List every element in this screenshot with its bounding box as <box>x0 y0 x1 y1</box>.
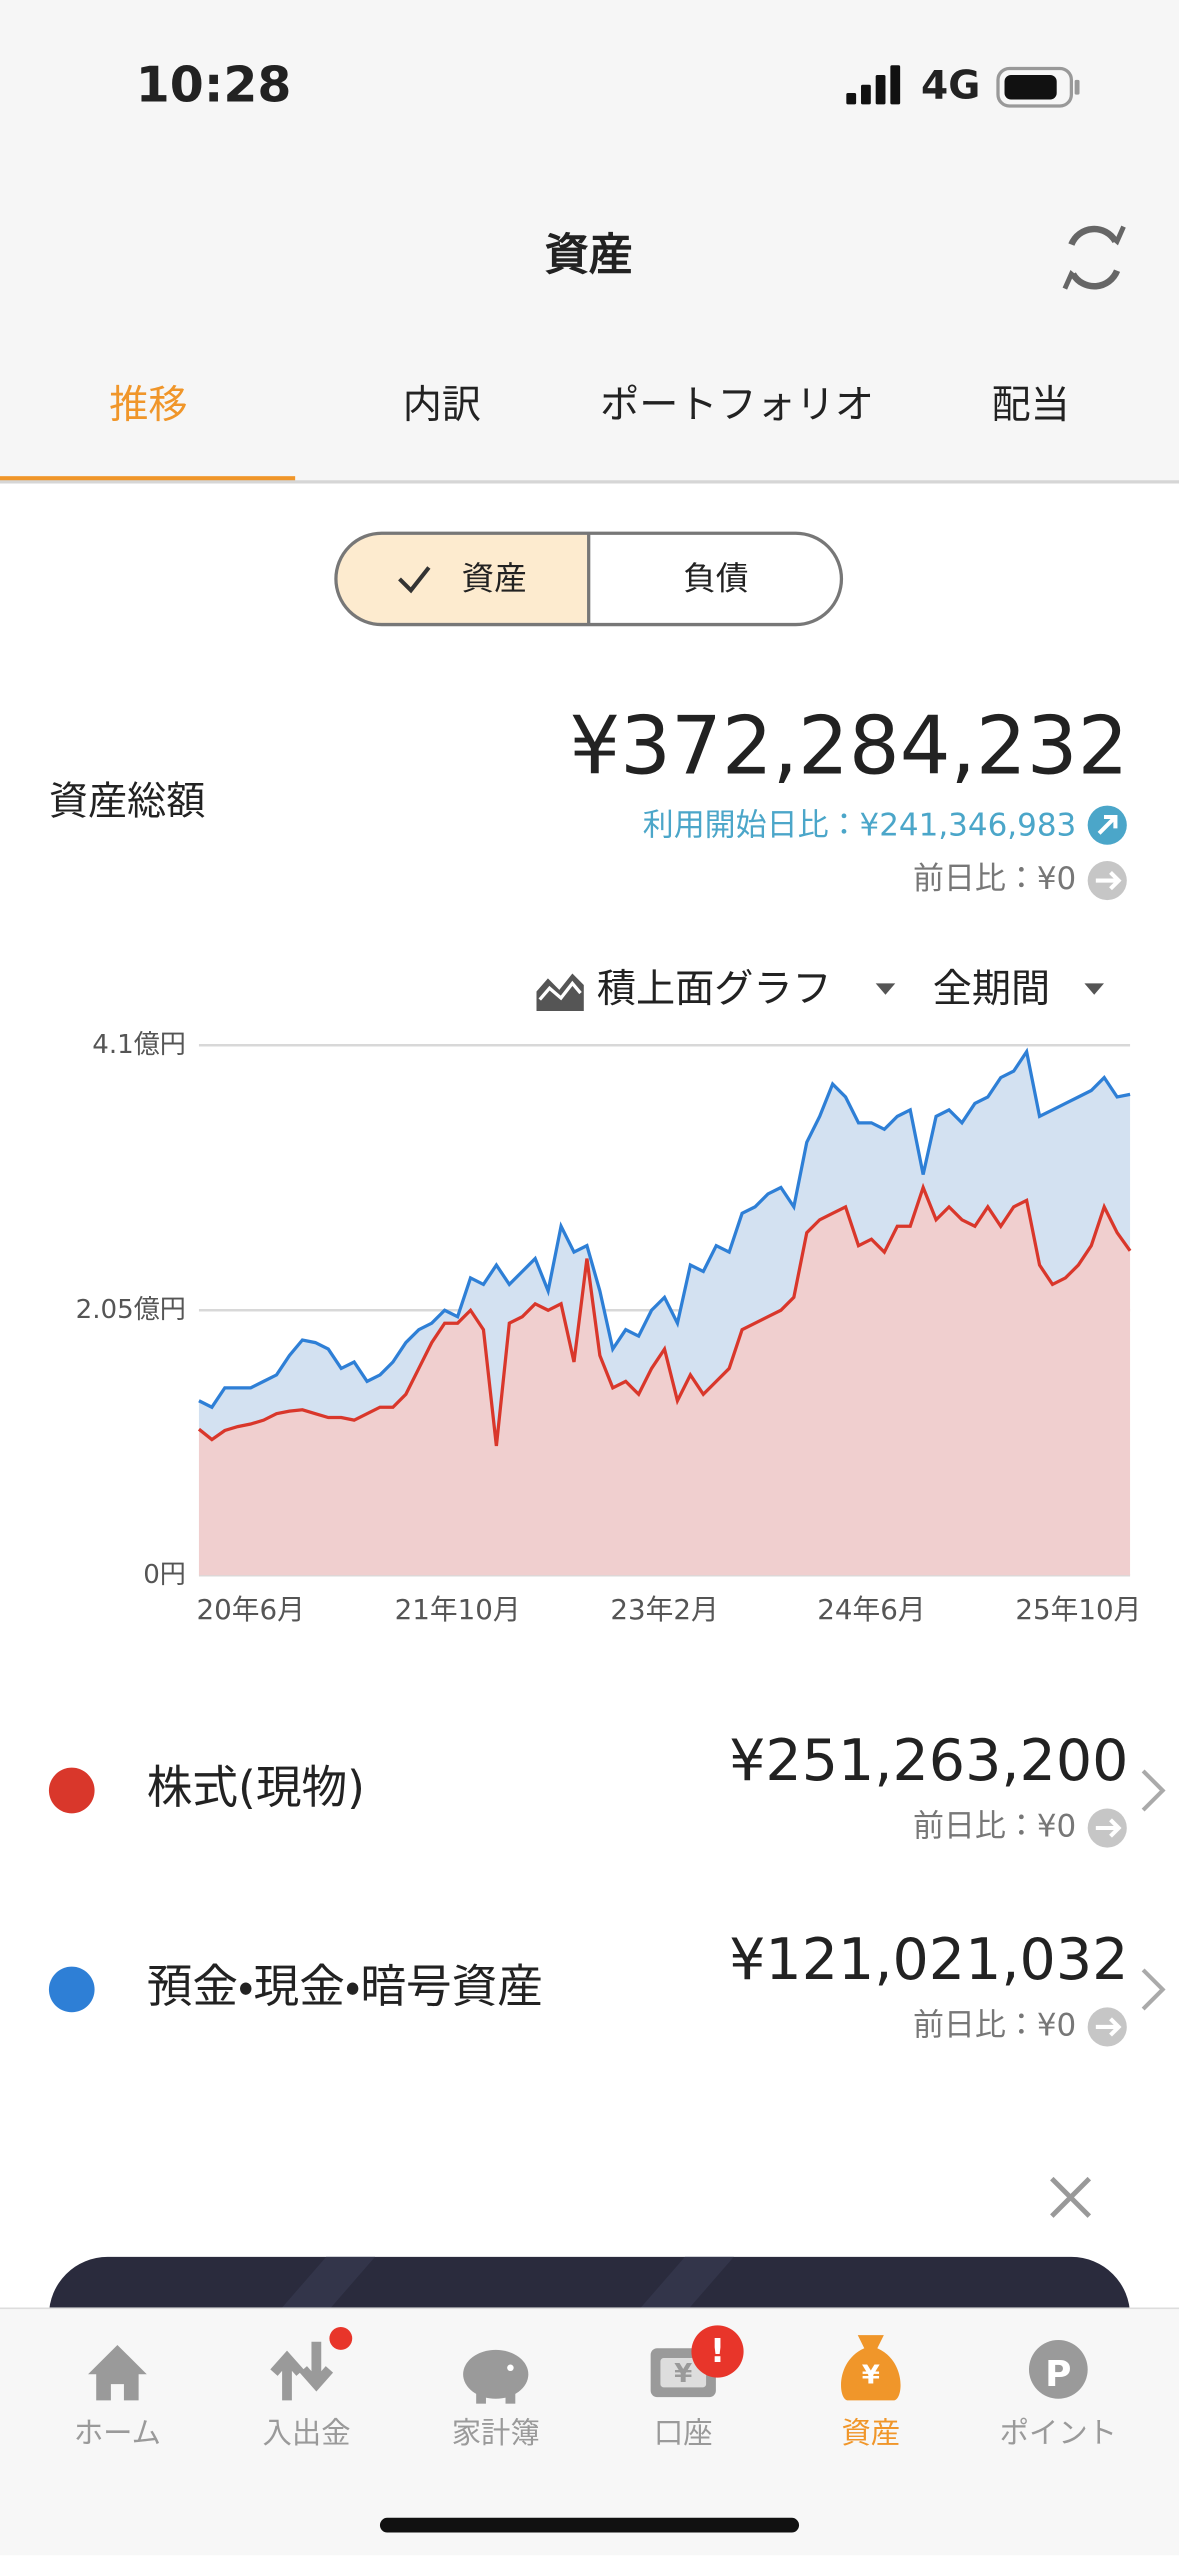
day-change: 前日比：¥0 <box>913 861 1076 897</box>
y-tick-label: 0円 <box>143 1560 186 1590</box>
nav-label: 口座 <box>654 2416 713 2450</box>
period-select[interactable]: 全期間 <box>933 967 1050 1012</box>
toggle-option[interactable]: 負債 <box>683 560 748 598</box>
chevron[interactable] <box>1141 1769 1166 1812</box>
tab[interactable]: 配当 <box>991 383 1069 428</box>
nav-item[interactable]: ¥ 口座! <box>650 2325 744 2450</box>
tab[interactable]: ポートフォリオ <box>600 383 874 428</box>
nav-icon <box>270 2341 334 2401</box>
nav-icon-shape <box>660 2357 707 2388</box>
nav-icon <box>463 2349 529 2404</box>
legend-dot <box>48 1966 95 2013</box>
network-label: 4G <box>921 64 980 109</box>
x-tick-label: 21年10月 <box>395 1593 521 1626</box>
holding-name[interactable]: 株式(現物) <box>147 1761 365 1814</box>
dropdown-arrow <box>1084 983 1104 995</box>
top-background <box>0 0 1179 483</box>
since-start-icon <box>1087 805 1127 845</box>
x-tick-label: 25年10月 <box>1015 1593 1141 1626</box>
nav-badge-text: ! <box>710 2332 725 2370</box>
holding-name[interactable]: 預金・現金・暗号資産 <box>147 1960 543 2013</box>
nav-icon-text: P <box>1045 2354 1071 2395</box>
nav-dot <box>329 2327 353 2350</box>
chart-type-icon <box>536 973 584 1012</box>
holding-amount: ¥121,021,032 <box>729 1927 1128 1993</box>
tab[interactable]: 内訳 <box>403 383 481 428</box>
nav-label: ホーム <box>74 2416 161 2450</box>
day-change-arrow <box>1095 2017 1122 2037</box>
nav-icon-shape <box>1028 2340 1088 2399</box>
nav-icon-shape <box>505 2390 516 2404</box>
close-button[interactable] <box>1050 2176 1092 2218</box>
nav-label: 家計簿 <box>452 2416 540 2450</box>
area-fill <box>198 1051 1131 1446</box>
day-change-arrow <box>1095 1818 1122 1838</box>
legend-dot <box>48 1767 95 1814</box>
area-fill <box>198 1187 1131 1576</box>
chevron[interactable] <box>1141 1968 1166 2011</box>
nav-icon <box>841 2335 901 2401</box>
status-time: 10:28 <box>136 57 292 114</box>
header-title: 資産 <box>545 230 633 281</box>
chart: 0円 2.05億円 4.1億円 20年6月 21年10月 23年2月 24年6月 25年10月 <box>76 1030 1142 1626</box>
holding-amount: ¥251,263,200 <box>729 1728 1128 1794</box>
nav-icon-shape <box>841 2335 901 2401</box>
nav-icon-shape <box>88 2344 147 2401</box>
nav-icon-text: ¥ <box>862 2360 880 2390</box>
x-tick-label: 20年6月 <box>196 1593 304 1626</box>
toggle-option[interactable]: 資産 <box>461 560 526 598</box>
nav-item[interactable]: ¥ 資産 <box>841 2335 901 2450</box>
day-change-icon <box>1087 861 1127 901</box>
refresh-button[interactable] <box>1062 225 1126 290</box>
area-line <box>198 1047 1131 1410</box>
dropdown-arrow <box>875 983 896 995</box>
check-icon <box>398 566 431 594</box>
chart-type-select[interactable]: 積上面グラフ <box>597 967 832 1012</box>
battery-icon <box>996 66 1080 108</box>
holding-day-change: 前日比：¥0 <box>913 2007 1076 2043</box>
nav-icon <box>88 2344 147 2401</box>
nav-badge <box>691 2325 744 2378</box>
nav-item[interactable]: P ポイント <box>1000 2340 1117 2450</box>
nav-item[interactable]: ホーム <box>74 2344 161 2450</box>
y-tick-label: 4.1億円 <box>92 1030 186 1060</box>
nav-label: ポイント <box>1000 2416 1117 2450</box>
y-tick-label: 2.05億円 <box>76 1295 186 1325</box>
summary-total: ¥372,284,232 <box>569 700 1128 793</box>
tab[interactable]: 推移 <box>109 383 187 428</box>
signal-icon <box>846 65 901 105</box>
nav-item[interactable]: 入出金 <box>263 2341 351 2450</box>
nav-item[interactable]: 家計簿 <box>452 2349 540 2450</box>
toggle-selected-bg <box>335 533 589 625</box>
nav-icon-shape <box>476 2390 486 2404</box>
x-tick-label: 23年2月 <box>610 1593 718 1626</box>
holding-day-change: 前日比：¥0 <box>913 1809 1076 1845</box>
nav-icon-shape <box>270 2341 334 2401</box>
tab-bar: 推移 内訳 ポートフォリオ 配当 <box>0 383 1070 482</box>
nav-label: 資産 <box>841 2416 900 2450</box>
nav-icon-shape <box>463 2349 529 2399</box>
segmented-toggle <box>334 531 844 627</box>
bottom-nav-bg <box>0 2307 1179 2556</box>
nav-icon-text: ¥ <box>674 2359 692 2389</box>
home-indicator <box>379 2517 800 2533</box>
summary-label: 資産総額 <box>49 779 206 824</box>
nav-icon-shape <box>507 2364 514 2372</box>
nav-icon <box>1028 2340 1088 2399</box>
bottom-nav: ホーム 入出金 家計簿 ¥ 口座! ¥ 資産 P ポイント <box>74 2325 1117 2450</box>
since-start: 利用開始日比：¥241,346,983 <box>643 807 1077 843</box>
nav-label: 入出金 <box>263 2416 351 2450</box>
x-tick-label: 24年6月 <box>817 1593 925 1626</box>
tab-indicator <box>0 476 296 482</box>
area-line <box>197 1182 1132 1447</box>
holdings-list: 株式(現物) ¥251,263,200 前日比：¥0 預金・現金・暗号資産 ¥121,0… <box>48 1728 1166 2047</box>
